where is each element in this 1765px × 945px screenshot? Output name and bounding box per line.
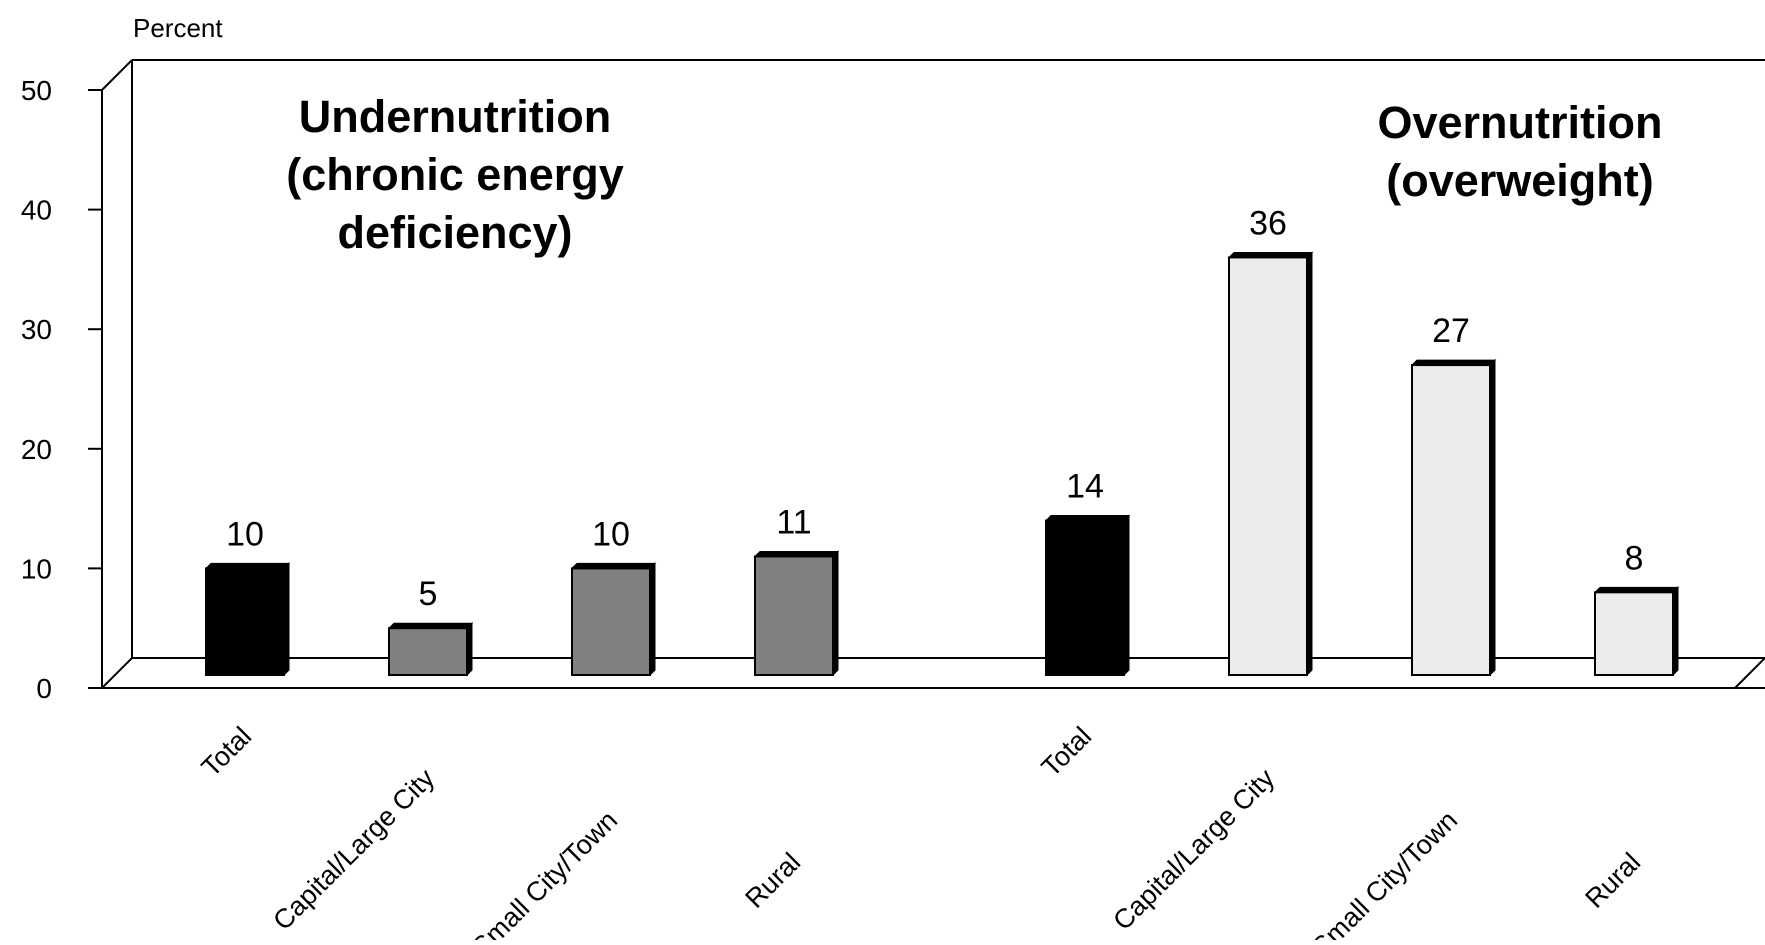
x-tick-label: Small City/Town	[466, 805, 623, 940]
y-tick-label: 50	[21, 75, 52, 106]
floor-right-edge	[1734, 657, 1765, 689]
bar	[1227, 251, 1314, 677]
y-tick-label: 10	[21, 553, 52, 584]
x-tick-label: Small City/Town	[1306, 805, 1463, 940]
group-title-line: deficiency)	[337, 207, 572, 258]
bar-front-face	[571, 567, 651, 677]
value-label: 10	[226, 515, 264, 553]
y-tick-label: 0	[36, 673, 52, 704]
x-tick-label: Capital/Large City	[1107, 763, 1280, 936]
y-tick-label: 20	[21, 434, 52, 465]
value-label: 5	[419, 575, 438, 613]
value-label: 10	[592, 515, 630, 553]
value-label: 11	[776, 503, 811, 541]
bar-front-face	[1045, 519, 1125, 676]
bars: 10 5 10 11 14 36 27 8	[204, 204, 1680, 677]
bar	[1593, 586, 1680, 677]
x-tick-label: Total	[196, 721, 258, 783]
y-tick-label: 40	[21, 195, 52, 226]
bar-front-face	[754, 555, 834, 676]
bar-front-face	[1228, 256, 1308, 676]
value-label: 14	[1066, 468, 1104, 506]
bar-front-face	[1594, 591, 1674, 677]
bar	[1044, 514, 1131, 677]
bar	[204, 562, 291, 677]
y-axis: 0 10 20 30 40 50	[21, 75, 102, 704]
bar	[1410, 358, 1497, 677]
group-title-line: Undernutrition	[299, 91, 611, 142]
value-label: 8	[1625, 539, 1644, 577]
frame-top-left-edge	[101, 59, 133, 91]
floor-left-edge	[101, 657, 133, 689]
group-title-line: (chronic energy	[286, 149, 624, 200]
bar-front-face	[1411, 364, 1491, 676]
x-tick-label: Rural	[739, 847, 806, 914]
y-axis-label: Percent	[133, 13, 223, 43]
value-label: 36	[1249, 204, 1287, 242]
y-tick-label: 30	[21, 314, 52, 345]
x-tick-label: Total	[1036, 721, 1098, 783]
bar	[753, 550, 840, 677]
bar-front-face	[205, 567, 285, 677]
group-title-line: Overnutrition	[1377, 97, 1662, 148]
bar	[570, 562, 657, 677]
group-titles: Undernutrition (chronic energy deficiency)…	[286, 91, 1662, 258]
group-title-line: (overweight)	[1386, 155, 1654, 206]
bar	[387, 621, 474, 677]
value-label: 27	[1432, 312, 1470, 350]
bar-front-face	[388, 627, 468, 677]
x-tick-label: Capital/Large City	[267, 763, 440, 936]
x-tick-label: Rural	[1579, 847, 1646, 914]
